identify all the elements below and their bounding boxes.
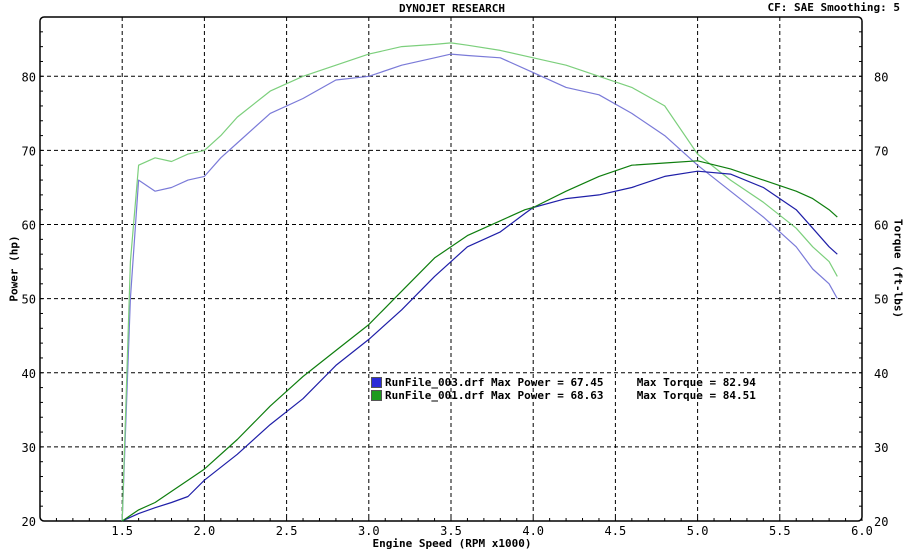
legend: RunFile_003.drf Max Power = 67.45 Max To… (371, 376, 756, 402)
legend-max-power: Max Power = 68.63 (490, 389, 604, 402)
y-tick-label-left: 20 (22, 515, 36, 529)
x-tick-label: 2.0 (194, 524, 216, 538)
legend-max-torque: Max Torque = 82.94 (636, 376, 756, 389)
legend-swatch (371, 390, 382, 401)
x-tick-label: 4.0 (522, 524, 544, 538)
x-tick-label: 4.5 (605, 524, 627, 538)
legend-max-torque: Max Torque = 84.51 (636, 389, 756, 402)
x-tick-label: 2.5 (276, 524, 298, 538)
y-tick-label-right: 50 (874, 293, 888, 307)
x-tick-label: 5.0 (687, 524, 709, 538)
legend-item: RunFile_003.drf Max Power = 67.45 Max To… (371, 376, 756, 389)
legend-file: RunFile_001.drf (385, 389, 485, 402)
legend-max-power: Max Power = 67.45 (490, 376, 604, 389)
y-tick-label-left: 80 (22, 70, 36, 84)
y-tick-label-right: 60 (874, 219, 888, 233)
x-axis-label: Engine Speed (RPM x1000) (372, 537, 532, 550)
x-tick-label: 6.0 (851, 524, 873, 538)
series-line-torque-runfile-001 (121, 42, 838, 522)
y-tick-label-right: 40 (874, 367, 888, 381)
y-tick-label-right: 70 (874, 144, 888, 158)
y-tick-label-left: 70 (22, 144, 36, 158)
series-line-torque-runfile-003 (121, 53, 838, 522)
x-tick-label: 3.5 (440, 524, 462, 538)
x-tick-label: 5.5 (769, 524, 791, 538)
x-tick-label: 3.0 (358, 524, 380, 538)
y-tick-label-left: 30 (22, 441, 36, 455)
y-tick-label-left: 50 (22, 293, 36, 307)
y-tick-label-left: 40 (22, 367, 36, 381)
y-tick-label-left: 60 (22, 219, 36, 233)
series-line-power-runfile-001 (121, 160, 838, 522)
legend-file: RunFile_003.drf (385, 376, 485, 389)
series-line-power-runfile-003 (121, 170, 838, 522)
legend-item: RunFile_001.drf Max Power = 68.63 Max To… (371, 389, 756, 402)
chart-title: DYNOJET RESEARCH (399, 2, 505, 15)
legend-swatch (371, 377, 382, 388)
y-tick-label-right: 30 (874, 441, 888, 455)
y-tick-label-right: 80 (874, 70, 888, 84)
y-tick-label-right: 20 (874, 515, 888, 529)
correction-info: CF: SAE Smoothing: 5 (767, 1, 900, 14)
x-tick-label: 1.5 (111, 524, 133, 538)
